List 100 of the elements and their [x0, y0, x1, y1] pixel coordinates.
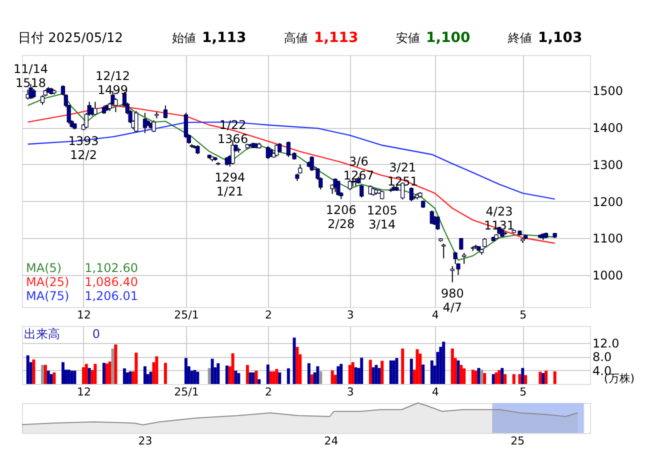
bar	[114, 344, 118, 384]
bar	[108, 361, 112, 384]
bar	[544, 370, 548, 384]
annotation: 1,102.60	[84, 261, 138, 275]
x-tick-label: 5	[520, 308, 527, 322]
bar	[442, 342, 446, 384]
bar	[278, 372, 282, 384]
annotation: 1,206.01	[84, 289, 138, 303]
text: MA(5)	[26, 261, 62, 275]
bar	[40, 364, 44, 384]
bar	[94, 364, 97, 384]
bar	[105, 364, 108, 384]
line-series	[27, 93, 556, 261]
candlestick	[348, 179, 352, 191]
bar	[258, 379, 261, 384]
bar	[460, 364, 463, 384]
bar	[134, 352, 138, 384]
text: MA(75)	[26, 289, 70, 303]
y-tick-label: 12.0	[592, 336, 620, 351]
bar	[330, 370, 334, 384]
bar	[422, 364, 425, 384]
bar	[316, 366, 320, 384]
bar	[524, 375, 528, 384]
x-tick-label: 12	[76, 386, 91, 398]
bar	[149, 372, 152, 384]
bar	[155, 356, 158, 384]
bar	[193, 370, 196, 384]
bar	[84, 364, 88, 384]
bar	[32, 359, 36, 384]
bar	[216, 363, 220, 384]
x-tick-label: 25	[510, 434, 525, 448]
bar	[126, 372, 129, 384]
bar	[319, 371, 322, 384]
annotation: 11/14 1518	[13, 62, 48, 90]
annotation: 1294 1/21	[214, 170, 246, 199]
x-tick-label: 2	[264, 308, 272, 322]
x-tick-label: 25/1	[174, 386, 199, 398]
bar	[88, 368, 91, 384]
bar	[82, 367, 85, 384]
x-tick-label: 24	[324, 434, 338, 448]
bar	[348, 364, 352, 384]
bar	[462, 368, 466, 384]
bar	[378, 368, 381, 384]
bar	[307, 363, 310, 384]
bar	[483, 373, 486, 384]
bar	[392, 360, 396, 384]
bar	[430, 360, 434, 384]
x-tick-label: 4	[432, 386, 439, 398]
bar	[372, 367, 375, 384]
y-tick-label: 1300	[592, 158, 624, 172]
bar	[492, 374, 495, 384]
bar	[143, 366, 146, 384]
bar	[46, 370, 50, 384]
bar	[128, 371, 132, 384]
chart-title: 日付 2025/05/12	[18, 31, 124, 46]
y-tick-label: 4.0	[592, 364, 612, 378]
bar	[410, 358, 413, 384]
bar	[231, 353, 234, 384]
text: 1,103	[538, 30, 582, 46]
x-tick-label: 2	[264, 386, 272, 398]
candlestick	[93, 101, 98, 116]
bar	[456, 360, 460, 384]
x-tick-label: 4	[432, 308, 439, 322]
bar	[500, 368, 504, 384]
bar	[380, 360, 384, 384]
line-series	[27, 121, 556, 200]
bar	[504, 374, 507, 384]
y-tick-label: 1100	[592, 232, 624, 246]
bar	[269, 371, 272, 384]
text: 始値	[172, 31, 196, 45]
annotation: 1,086.40	[84, 275, 138, 289]
bar	[368, 360, 372, 384]
x-tick-label: 3	[346, 386, 354, 398]
candlestick	[436, 216, 440, 230]
candlestick	[462, 252, 466, 264]
bar	[401, 348, 404, 384]
candlestick	[459, 238, 464, 250]
bar	[389, 360, 392, 384]
y-tick-label: 1200	[592, 194, 624, 209]
bar	[450, 348, 454, 384]
bar	[225, 366, 228, 384]
text: 終値	[507, 31, 532, 45]
bar	[234, 370, 238, 384]
bar	[518, 374, 522, 384]
annotation: 1205 3/14	[366, 203, 398, 232]
bar	[471, 370, 474, 384]
bar	[521, 368, 524, 384]
text: 安値	[396, 31, 420, 45]
bar	[237, 373, 240, 384]
bar	[553, 371, 556, 384]
chart-title: 出来高	[24, 327, 60, 341]
bar	[122, 368, 126, 384]
bar	[196, 372, 200, 384]
x-tick-label: 3	[346, 308, 354, 322]
bar	[248, 372, 252, 384]
bar	[67, 370, 70, 384]
bar	[275, 368, 278, 384]
text: MA(25)	[26, 275, 70, 289]
bar	[52, 372, 56, 384]
annotation: 3/6 1267	[343, 154, 374, 183]
